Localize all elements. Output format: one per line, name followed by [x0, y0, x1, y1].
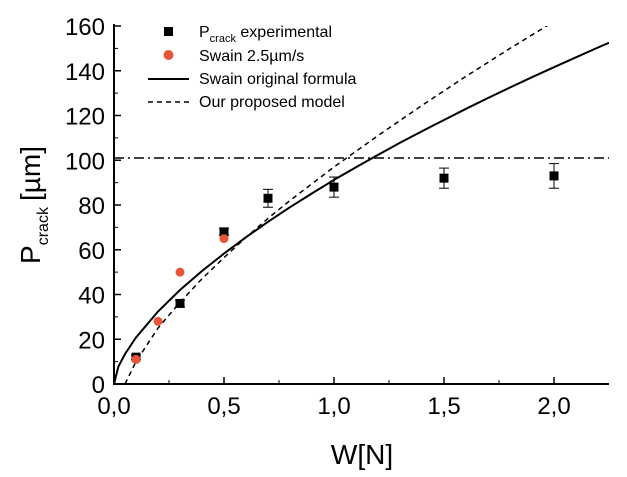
y-tick-label: 120: [65, 104, 105, 131]
y-axis-title-sub: crack: [35, 206, 52, 245]
y-tick-label: 60: [78, 238, 105, 265]
legend-label-experimental-sub: crack: [210, 33, 237, 45]
data-markers: [131, 163, 559, 364]
x-tick-label: 0,5: [207, 393, 240, 420]
legend-label-proposed-model: Our proposed model: [199, 94, 345, 111]
data-point-experimental: [329, 182, 339, 192]
y-tick-label: 20: [78, 327, 105, 354]
y-tick-label: 40: [78, 283, 105, 310]
y-tick-label: 160: [65, 14, 105, 41]
data-point-experimental: [263, 193, 273, 203]
data-point-experimental: [175, 298, 185, 308]
legend-marker-swain-rate: [163, 50, 174, 60]
legend-label-experimental-main: P: [199, 24, 210, 41]
data-point-experimental: [219, 227, 229, 237]
legend-label-experimental: Pcrack experimental: [199, 24, 332, 45]
y-tick-label: 0: [92, 372, 105, 399]
x-tick-label: 1,0: [317, 393, 350, 420]
y-axis-title-unit: [µm]: [15, 146, 46, 201]
y-axis-title-main: P: [15, 245, 46, 264]
y-tick-label: 100: [65, 148, 105, 175]
legend: Pcrack experimental Swain 2.5µm/s Swain …: [148, 24, 357, 111]
plot-area: [114, 26, 609, 384]
data-point-experimental: [439, 173, 449, 183]
axis-ticks: [113, 25, 555, 385]
legend-label-experimental-rest: experimental: [236, 24, 332, 41]
data-point-swain-rate: [175, 267, 185, 277]
y-axis-title: Pcrack [µm]: [15, 146, 52, 264]
y-tick-label: 140: [65, 59, 105, 86]
y-tick-label: 80: [78, 193, 105, 220]
x-axis-title: W[N]: [331, 439, 393, 470]
legend-marker-experimental: [164, 27, 173, 36]
data-point-swain-rate: [219, 234, 229, 244]
data-point-swain-rate: [131, 354, 141, 364]
data-point-swain-rate: [153, 316, 163, 326]
series-line-proposed-model: [124, 26, 549, 384]
data-point-experimental: [549, 171, 559, 181]
x-tick-label: 0,0: [97, 393, 130, 420]
x-tick-label: 2,0: [537, 393, 570, 420]
x-tick-labels: 0,0 0,5 1,0 1,5 2,0: [97, 393, 570, 420]
x-tick-label: 1,5: [427, 393, 460, 420]
y-tick-labels: 0 20 40 60 80 100 120 140 160: [65, 14, 105, 399]
series-line-swain-formula: [114, 41, 609, 384]
legend-label-swain-formula: Swain original formula: [199, 71, 357, 88]
legend-label-swain-rate: Swain 2.5µm/s: [199, 48, 304, 65]
